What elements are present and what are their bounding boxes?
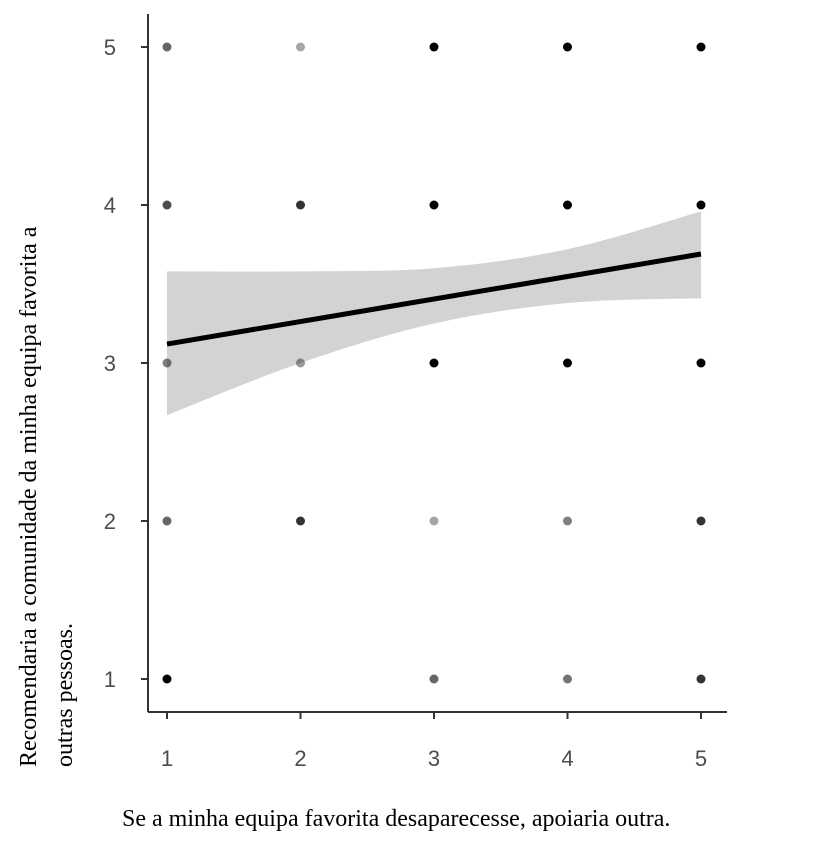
axes-layer: 1 2 3 4 5 1 2 3 4 5: [104, 14, 727, 771]
data-point-13: [429, 516, 439, 526]
axis-labels-layer: Se a minha equipa favorita desaparecesse…: [16, 226, 670, 832]
data-point-6: [296, 42, 305, 52]
x-tick-label-3: 3: [428, 746, 440, 771]
data-point-15: [563, 42, 572, 52]
data-point-9: [296, 516, 305, 526]
data-point-2: [162, 200, 172, 210]
data-point-16: [563, 200, 572, 210]
data-point-17: [563, 358, 572, 368]
confidence-band-layer: [167, 211, 701, 416]
data-point-10: [429, 42, 439, 52]
data-point-19: [563, 674, 572, 684]
data-point-1: [162, 42, 172, 52]
regression-line: [166, 251, 702, 347]
data-point-23: [696, 516, 706, 526]
data-point-3: [162, 358, 172, 368]
confidence-band: [167, 211, 701, 416]
data-point-24: [696, 674, 706, 684]
regression-line-layer: [166, 251, 702, 347]
y-tick-label-2: 2: [104, 509, 116, 534]
data-point-8: [296, 358, 305, 368]
y-tick-label-1: 1: [104, 667, 116, 692]
data-point-5: [162, 674, 172, 684]
x-axis-title: Se a minha equipa favorita desaparecesse…: [122, 806, 670, 832]
data-point-7: [296, 200, 305, 210]
x-tick-label-2: 2: [294, 746, 306, 771]
data-point-11: [429, 200, 439, 210]
data-point-22: [696, 358, 706, 368]
data-point-18: [563, 516, 572, 526]
data-points-layer: [162, 42, 706, 684]
y-axis-title-line-1: Recomendaria a comunidade da minha equip…: [16, 226, 42, 767]
x-tick-label-5: 5: [695, 746, 707, 771]
y-axis-title-line-2: outras pessoas.: [52, 623, 78, 767]
data-point-14: [429, 674, 439, 684]
data-point-4: [162, 516, 172, 526]
data-point-12: [429, 358, 439, 368]
x-tick-label-4: 4: [561, 746, 573, 771]
data-point-20: [696, 42, 706, 52]
y-tick-label-3: 3: [104, 351, 116, 376]
y-tick-label-4: 4: [104, 193, 116, 218]
data-point-21: [696, 200, 706, 210]
y-tick-label-5: 5: [104, 35, 116, 60]
x-tick-label-1: 1: [161, 746, 173, 771]
